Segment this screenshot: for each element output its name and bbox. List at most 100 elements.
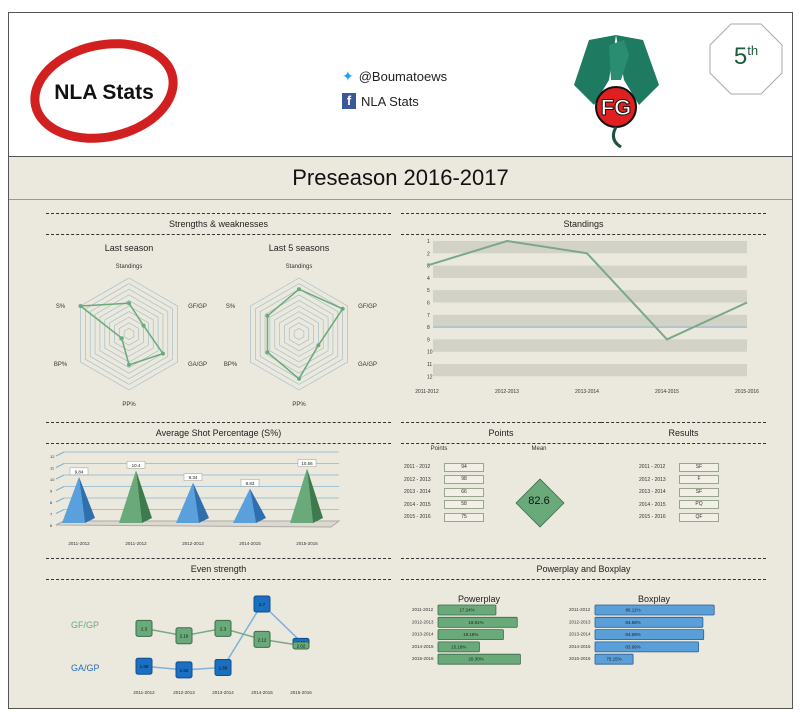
shot-pyramid <box>176 482 199 523</box>
even-strength-x-tick: 2014-2015 <box>251 690 273 695</box>
standings-x-tick: 2012-2013 <box>495 389 519 395</box>
facebook-link[interactable]: f NLA Stats <box>342 93 419 109</box>
charts-layer: Standings GF/GP GA/GP PP% BP% S% Standings GF/G… <box>50 239 759 695</box>
radar-point <box>119 336 124 341</box>
standings-y-tick: 10 <box>427 350 433 356</box>
pp-bp-value: 20.30% <box>468 657 483 662</box>
pp-bp-category: 2014-2015 <box>569 644 591 649</box>
even-strength-value: 1.62 <box>180 668 189 673</box>
logo-text: NLA Stats <box>54 81 154 104</box>
pp-bp-category: 2013-2014 <box>412 632 434 637</box>
points-row: 2013 - 2014 66 <box>404 486 484 499</box>
gf-gp-legend: GF/GP <box>71 620 100 630</box>
even-strength-marker <box>175 627 193 645</box>
standings-y-tick: 9 <box>427 337 430 343</box>
radar-point <box>127 362 131 367</box>
radar-grid-ring <box>85 283 173 385</box>
season-label: 2013 - 2014 <box>404 489 431 496</box>
radar-grid-ring <box>94 294 164 374</box>
results-value: QF <box>679 512 719 522</box>
pp-bp-bar <box>594 641 699 653</box>
standings-x-tick: 2011-2012 <box>415 389 439 395</box>
even-strength-marker <box>253 630 271 648</box>
standings-x-tick: 2013-2014 <box>575 389 599 395</box>
standings-y-tick: 12 <box>427 374 433 380</box>
radar-series-line <box>78 302 165 366</box>
radar-grid-ring <box>284 316 314 352</box>
shot-pyramid-side <box>307 468 323 523</box>
results-row: 2015 - 2016 QF <box>639 511 719 524</box>
results-row: 2012 - 2013 F <box>639 474 719 487</box>
points-value: 94 <box>444 462 484 472</box>
shot-grid-tick <box>55 497 65 503</box>
results-row: 2013 - 2014 SF <box>639 486 719 499</box>
mean-value: 82.6 <box>528 495 550 507</box>
standings-line <box>426 239 748 341</box>
pp-bp-value: 83.99% <box>625 644 640 649</box>
pp-bp-category: 2014-2015 <box>412 644 434 649</box>
even-strength-x-tick: 2011-2012 <box>133 690 155 695</box>
shot-value-label: 10.56 <box>301 461 313 466</box>
shot-pyramid-side <box>250 488 266 523</box>
radar-point <box>141 323 146 328</box>
radar-grid-ring <box>269 299 329 369</box>
standings-y-tick: 8 <box>427 325 430 331</box>
pp-bp-category: 2013-2014 <box>569 632 591 637</box>
results-value: F <box>679 475 719 485</box>
even-strength-marker <box>214 619 232 637</box>
radar-axis-label: GF/GP <box>358 304 377 310</box>
shot-x-tick: 2015-2016 <box>296 541 318 546</box>
standings-y-tick: 3 <box>427 264 430 270</box>
standings-y-tick: 1 <box>427 239 430 245</box>
shot-grid-tick <box>55 451 65 457</box>
radar-grid-ring <box>255 283 343 385</box>
twitter-link[interactable]: ✦ @Boumatoews <box>342 68 447 85</box>
shot-value-label: 9.84 <box>75 469 84 474</box>
standings-band <box>433 290 747 303</box>
ranking-suffix: th <box>747 43 759 58</box>
pp-bp-category: 2011-2012 <box>412 607 434 612</box>
pp-bp-value: 15.18% <box>451 644 466 649</box>
shot-x-tick: 2011-2012 <box>125 541 147 546</box>
even-strength-marker <box>135 657 153 675</box>
radar-grid-ring <box>118 322 140 346</box>
ga-gp-legend: GA/GP <box>71 663 100 673</box>
pp-bp-value: 84.69% <box>625 632 640 637</box>
shot-value-box <box>297 459 317 467</box>
pp-bp-bar <box>437 629 504 640</box>
radar-point <box>297 376 301 381</box>
even-strength-value: 2.02 <box>297 643 306 648</box>
points-value: 66 <box>444 487 484 497</box>
pp-bp-value: 19.91% <box>468 620 483 625</box>
radar-grid-ring <box>109 311 149 357</box>
even-strength-x-tick: 2015-2016 <box>290 690 312 695</box>
even-strength-marker <box>253 595 271 613</box>
radar-point <box>265 350 270 355</box>
shot-pyramid-side <box>79 476 95 523</box>
shot-pyramid <box>119 470 142 523</box>
even-strength-marker <box>135 619 153 637</box>
radar-point <box>78 304 83 308</box>
mean-header: Mean <box>531 446 547 452</box>
shot-value-box <box>126 461 146 469</box>
points-table: 2011 - 2012 94 2012 - 2013 98 2013 - 2014 66 2… <box>404 461 484 524</box>
even-strength-marker <box>292 641 310 650</box>
radar-axis-label: S% <box>226 304 236 310</box>
shot-x-tick: 2011-2012 <box>68 541 90 546</box>
radar-grid-ring <box>104 305 154 363</box>
pp-bp-bar <box>437 653 521 665</box>
season-label: 2014 - 2015 <box>639 501 666 508</box>
ranking-badge: 5th <box>709 23 783 95</box>
ranking-value: 5 <box>733 43 748 70</box>
points-row: 2014 - 2015 58 <box>404 499 484 512</box>
standings-band <box>433 339 747 352</box>
pp-bp-value: 17.24% <box>459 608 474 613</box>
radar-point <box>127 301 131 306</box>
facebook-icon: f <box>342 93 356 109</box>
header: NLA Stats ✦ @Boumatoews f NLA Stats FG 5… <box>9 13 792 157</box>
results-value: SF <box>679 462 719 472</box>
section-points: Points <box>401 422 601 444</box>
pp-bp-value: 75.15% <box>606 657 621 662</box>
pp-bp-category: 2012-2013 <box>412 619 434 624</box>
standings-band <box>433 241 747 254</box>
